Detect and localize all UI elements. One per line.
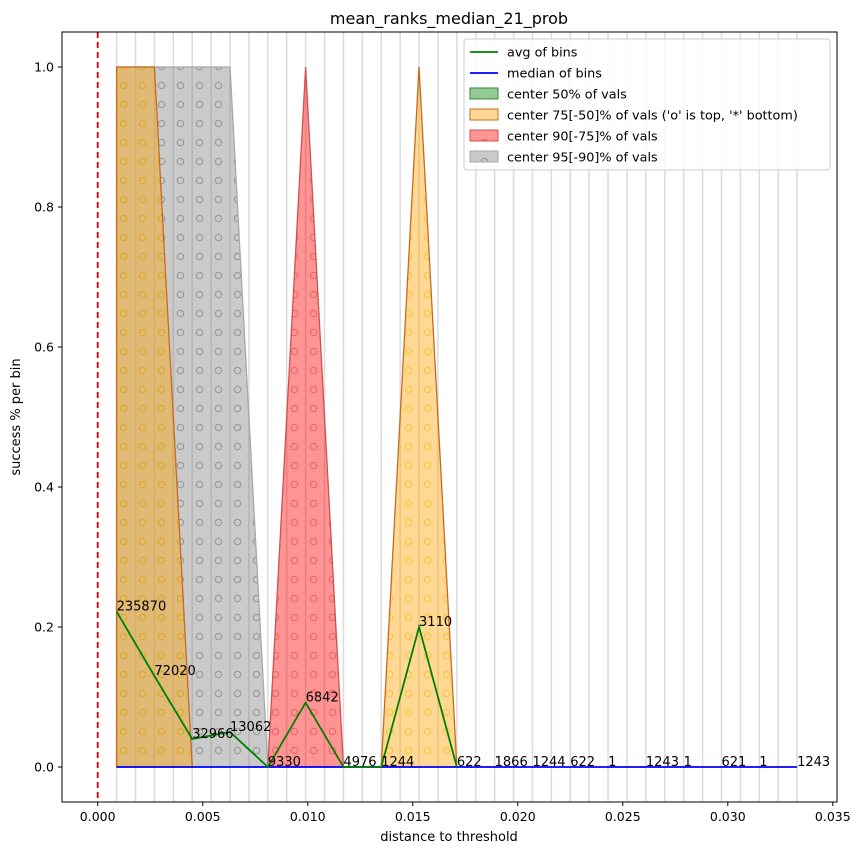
chart-title: mean_ranks_median_21_prob: [330, 9, 568, 29]
legend-label: center 75[-50]% of vals ('o' is top, '*'…: [507, 109, 798, 124]
legend-label: center 90[-75]% of vals: [507, 130, 658, 145]
x-tick-label: 0.000: [80, 809, 116, 824]
bin-count-label: 622: [457, 755, 482, 770]
y-axis-label: success % per bin: [9, 358, 24, 475]
legend-label: center 95[-90]% of vals: [507, 151, 658, 166]
y-tick-label: 0.4: [34, 480, 54, 495]
bin-count-label: 1243: [646, 755, 679, 770]
bin-count-label: 4976: [343, 755, 376, 770]
band-hatch: [267, 66, 345, 768]
legend-label: center 50% of vals: [507, 88, 627, 103]
bin-count-label: 13062: [230, 720, 271, 735]
x-tick-label: 0.035: [815, 809, 851, 824]
y-tick-label: 0.0: [34, 760, 54, 775]
bin-count-label: 3110: [419, 615, 452, 630]
bin-count-label: 1244: [381, 755, 414, 770]
legend-swatch-edge: [469, 129, 499, 142]
bin-count-label: 1: [684, 755, 692, 770]
plot-frame: [61, 31, 838, 803]
bin-count-label: 235870: [117, 600, 167, 615]
legend-swatch-edge: [469, 150, 499, 163]
x-axis-label: distance to threshold: [380, 830, 518, 845]
y-tick-label: 0.2: [34, 620, 54, 635]
bin-count-label: 32966: [192, 727, 233, 742]
x-tick-label: 0.030: [710, 809, 746, 824]
avg-line: [115, 611, 458, 769]
series-lines: [115, 611, 798, 769]
x-tick-label: 0.020: [500, 809, 536, 824]
bin-count-label: 72020: [154, 664, 195, 679]
x-tick-label: 0.015: [395, 809, 431, 824]
bin-count-label: 621: [721, 755, 746, 770]
legend-swatch-edge: [469, 87, 499, 100]
bin-count-label: 622: [570, 755, 595, 770]
x-tick-label: 0.005: [185, 809, 221, 824]
bin-count-label: 6842: [306, 691, 339, 706]
x-axis-ticks: 0.000 0.005 0.010 0.015 0.020 0.025 0.030 0.035: [80, 802, 851, 824]
y-axis-ticks: 0.0 0.2 0.4 0.6 0.8 1.0: [34, 60, 62, 775]
x-tick-label: 0.010: [290, 809, 326, 824]
bin-count-label: 1: [759, 755, 767, 770]
legend-swatch-edge: [469, 108, 499, 121]
y-tick-label: 0.8: [34, 200, 54, 215]
y-tick-label: 0.6: [34, 340, 54, 355]
x-tick-label: 0.025: [605, 809, 641, 824]
bin-count-label: 1244: [532, 755, 565, 770]
percentile-bands: [115, 66, 458, 768]
legend-swatch-fill: [470, 88, 498, 99]
legend-label: avg of bins: [507, 46, 578, 61]
legend: avg of bins median of bins center 50% of v…: [463, 38, 831, 171]
bin-count-label: 9330: [268, 755, 301, 770]
band-hatch: [380, 66, 458, 768]
bin-count-label: 1243: [797, 755, 830, 770]
bin-count-label: 1866: [495, 755, 528, 770]
bin-count-label: 1: [608, 755, 616, 770]
y-tick-label: 1.0: [34, 60, 54, 75]
legend-box: [463, 38, 831, 171]
legend-label: median of bins: [507, 67, 602, 82]
